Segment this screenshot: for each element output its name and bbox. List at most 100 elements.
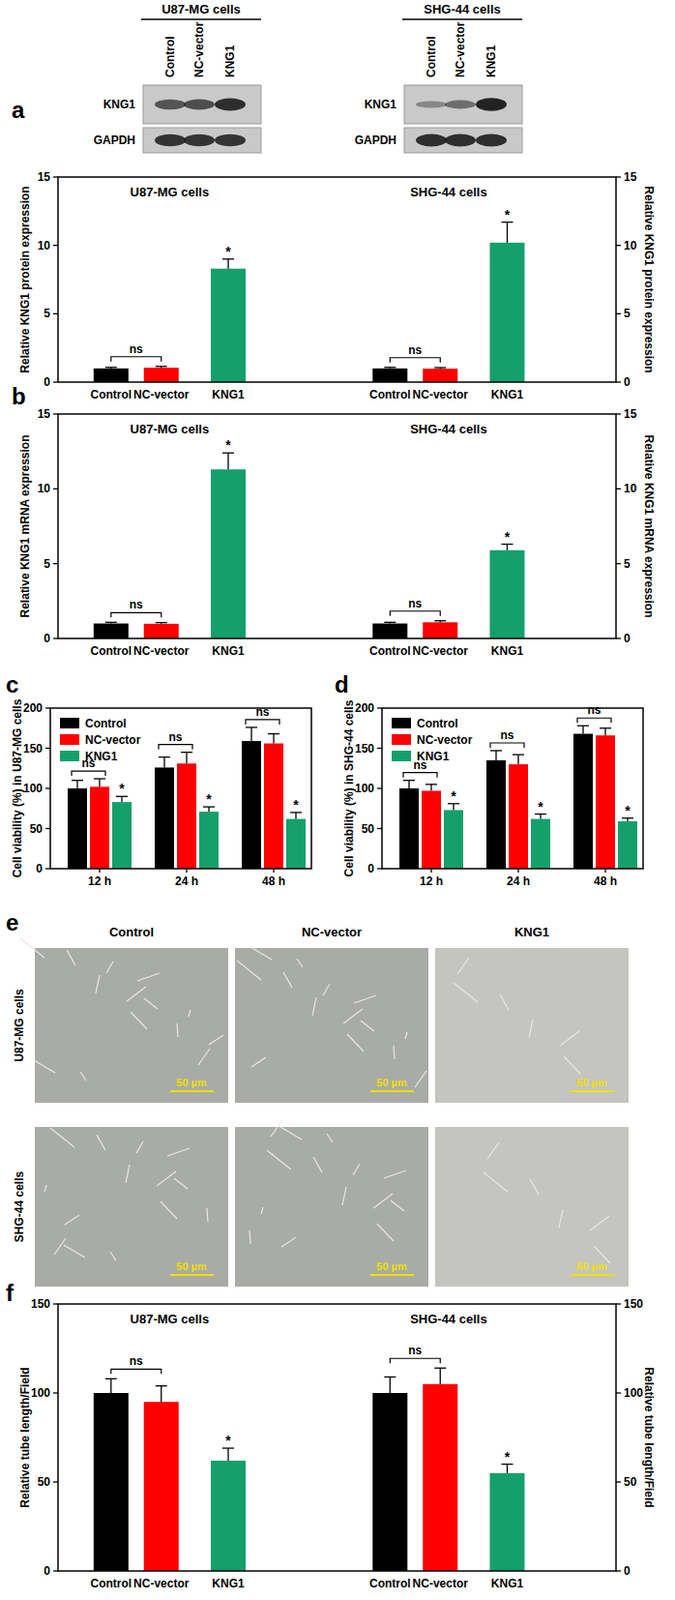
cell-process	[457, 957, 470, 974]
cell-process	[54, 1237, 66, 1255]
error-cap	[383, 621, 396, 623]
bar	[508, 763, 529, 869]
scale-bar	[370, 1273, 414, 1276]
x-tick-label: KNG1	[211, 1576, 245, 1590]
plot-area	[93, 222, 526, 382]
sig-star: *	[225, 437, 232, 453]
y-tick	[616, 488, 621, 490]
cell-process	[80, 1071, 87, 1081]
error-bar	[430, 784, 432, 792]
x-tick-label: KNG1	[211, 644, 245, 658]
x-tick-label: 48 h	[262, 874, 286, 888]
plot-area	[67, 727, 306, 869]
cell-process	[110, 1251, 117, 1261]
error-bar	[185, 752, 187, 764]
subplot-title: SHG-44 cells	[410, 421, 488, 437]
sig-bracket	[158, 744, 193, 750]
cell-process	[63, 1244, 86, 1258]
micrograph	[34, 1126, 229, 1287]
legend-label: KNG1	[416, 749, 450, 764]
cell-process	[360, 1020, 375, 1031]
y-tick	[53, 1480, 59, 1482]
sig-label: ns	[129, 342, 144, 356]
y-tick	[53, 1391, 59, 1393]
y-axis-title: Cell viability (%) in SHG-44 cells	[342, 699, 356, 877]
error-cap	[155, 1384, 168, 1386]
blot-band	[154, 134, 186, 147]
cell-process	[559, 1030, 580, 1046]
error-cap	[93, 777, 106, 779]
plot-area	[399, 725, 638, 869]
cell-process	[50, 1127, 75, 1147]
sig-label: ns	[586, 703, 601, 717]
plot-frame	[58, 1303, 617, 1571]
subplot-title: U87-MG cells	[130, 184, 210, 200]
scale-bar-label: 50 µm	[176, 1260, 207, 1272]
subplot-title: U87-MG cells	[130, 1311, 210, 1326]
y-tick-label: 15	[623, 407, 638, 421]
sig-label: ns	[129, 1353, 144, 1368]
error-bar	[120, 795, 122, 802]
bar	[210, 268, 246, 382]
error-cap	[434, 1367, 446, 1369]
cell-process	[144, 997, 158, 1009]
blot-band	[154, 99, 186, 110]
error-cap	[599, 727, 612, 729]
y-axis-title: Relative KNG1 protein expression	[642, 185, 656, 373]
bar	[93, 623, 129, 639]
y-tick	[377, 747, 382, 749]
cell-network	[483, 1142, 611, 1263]
y-tick-label: 5	[623, 557, 631, 571]
y-tick-label: 0	[623, 1563, 631, 1578]
scale-bar	[570, 1273, 615, 1276]
cell-network	[236, 946, 427, 1087]
blot-band	[183, 134, 215, 147]
y-tick	[616, 176, 621, 177]
error-bar	[160, 1385, 162, 1403]
sig-star: *	[504, 1448, 511, 1465]
scale-bar	[570, 1089, 615, 1092]
cell-process	[453, 982, 478, 1002]
y-tick-label: 150	[623, 1296, 644, 1311]
sig-bracket	[577, 717, 612, 723]
sig-label: ns	[408, 1343, 422, 1357]
blot-band	[475, 97, 507, 112]
y-tick	[53, 176, 59, 177]
x-tick-label: 24 h	[506, 874, 530, 888]
sig-label: ns	[255, 704, 269, 719]
bar	[422, 368, 458, 382]
y-tick	[45, 747, 51, 749]
scale-bar-label: 50 µm	[176, 1076, 207, 1088]
legend-swatch	[59, 733, 80, 745]
error-bar	[76, 780, 78, 789]
scale-bar	[170, 1273, 214, 1276]
y-tick	[616, 244, 621, 246]
micrograph	[234, 1126, 429, 1287]
bar	[93, 368, 129, 382]
cell-process	[313, 1156, 323, 1173]
sig-label: ns	[168, 730, 182, 744]
error-cap	[71, 779, 84, 781]
micrograph	[435, 1126, 629, 1287]
x-tick-label: 24 h	[175, 874, 199, 888]
micrograph	[435, 947, 629, 1103]
cell-network	[453, 957, 581, 1074]
bar	[241, 740, 262, 869]
error-bar	[582, 725, 584, 734]
panel-label: a	[11, 96, 26, 123]
sig-star: *	[225, 243, 232, 260]
sig-bracket	[389, 357, 441, 363]
cell-process	[393, 1045, 395, 1059]
cell-process	[174, 1177, 188, 1189]
y-tick-label: 10	[623, 481, 638, 496]
error-cap	[434, 366, 446, 368]
y-axis-title: Cell viability (%) in U87-MG cells	[10, 698, 25, 878]
x-tick-label: 12 h	[419, 874, 443, 888]
y-tick-label: 100	[623, 1385, 644, 1400]
cell-process	[483, 1172, 508, 1192]
cell-process	[33, 1059, 56, 1073]
y-axis-title: Relative KNG1 mRNA expression	[18, 435, 32, 618]
cell-process	[236, 960, 262, 980]
legend-label: KNG1	[85, 749, 118, 764]
bar	[286, 819, 306, 869]
